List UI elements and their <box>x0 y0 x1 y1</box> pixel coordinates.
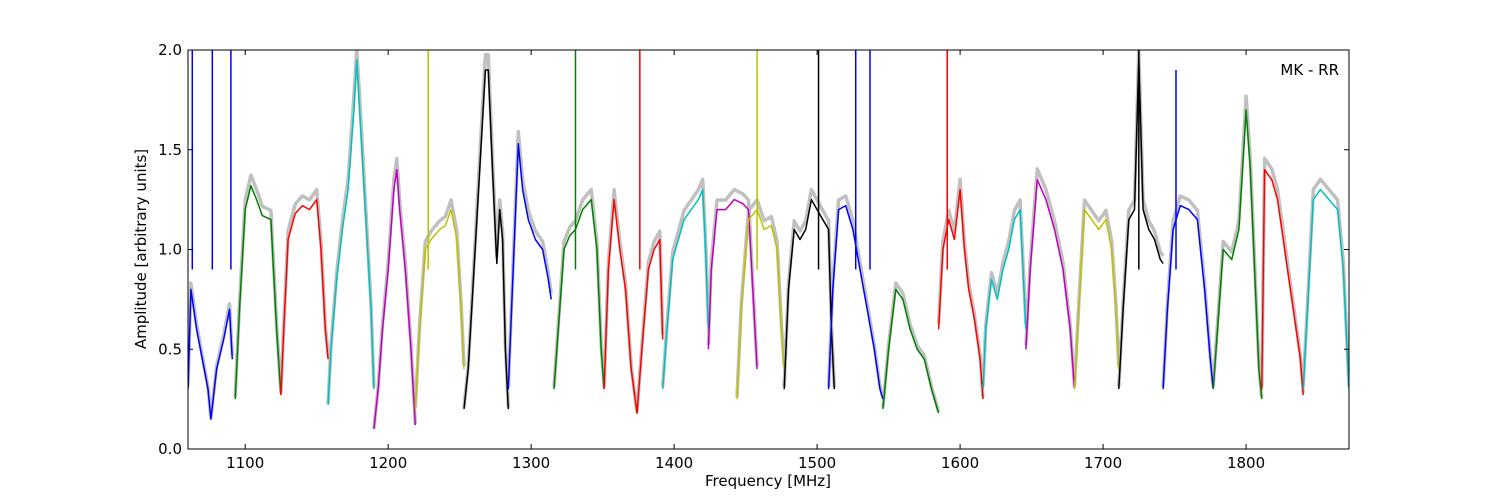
background-envelope-23 <box>1260 156 1305 394</box>
y-tick-label-1: 0.5 <box>158 340 182 358</box>
series-line-24 <box>1302 188 1349 390</box>
series-line-10 <box>661 188 710 390</box>
series-line-17 <box>982 208 1027 390</box>
series-line-16 <box>937 188 984 400</box>
series-line-15 <box>882 288 940 414</box>
background-envelope-18 <box>1024 167 1077 387</box>
series-line-11 <box>707 198 758 370</box>
y-axis: 0.0 0.5 1.0 1.5 2.0 <box>158 41 1349 458</box>
background-envelope-2 <box>279 187 330 394</box>
background-envelope-12 <box>735 198 786 398</box>
y-tick-label-0: 0.0 <box>158 440 182 458</box>
background-envelope-3 <box>326 50 376 404</box>
x-axis: 1100 1200 1300 1400 1500 1600 1700 1800 <box>226 50 1265 472</box>
series-line-2 <box>280 198 329 396</box>
series-line-8 <box>553 198 605 390</box>
background-envelope-15 <box>881 281 941 413</box>
y-tick-label-4: 2.0 <box>158 41 182 59</box>
series-line-9 <box>603 198 664 414</box>
background-envelope-16 <box>936 177 985 398</box>
series-line-20 <box>1118 59 1164 390</box>
background-envelope-24 <box>1301 177 1349 387</box>
x-tick-label-1: 1200 <box>369 454 407 472</box>
background-envelope-13 <box>782 187 837 387</box>
plot-frame <box>187 49 1350 450</box>
series-line-21 <box>1162 204 1214 390</box>
series-line-19 <box>1073 208 1120 390</box>
x-tick-label-2: 1300 <box>512 454 550 472</box>
x-axis-label: Frequency [MHz] <box>705 472 831 490</box>
background-envelope-layer <box>188 50 1349 429</box>
background-envelope-22 <box>1211 94 1264 398</box>
x-tick-label-5: 1600 <box>941 454 979 472</box>
x-tick-label-0: 1100 <box>226 454 264 472</box>
series-line-7 <box>507 143 552 390</box>
series-line-13 <box>783 198 836 390</box>
series-line-22 <box>1212 109 1263 400</box>
x-tick-label-3: 1400 <box>655 454 693 472</box>
series-line-4 <box>373 168 417 430</box>
chart-annotation: MK - RR <box>1280 61 1339 79</box>
series-line-23 <box>1261 168 1304 396</box>
series-line-1 <box>234 184 282 400</box>
series-layer <box>188 59 1349 430</box>
series-line-18 <box>1025 178 1076 390</box>
y-tick-label-3: 1.5 <box>158 141 182 159</box>
background-envelope-4 <box>372 156 418 429</box>
series-line-0 <box>188 288 234 420</box>
background-envelope-19 <box>1072 198 1121 387</box>
background-envelope-20 <box>1117 50 1165 387</box>
x-tick-label-6: 1700 <box>1084 454 1122 472</box>
background-envelope-10 <box>660 177 711 387</box>
x-tick-label-7: 1800 <box>1227 454 1265 472</box>
x-tick-label-4: 1500 <box>798 454 836 472</box>
y-tick-label-2: 1.0 <box>158 241 182 259</box>
y-axis-label: Amplitude [arbitrary units] <box>132 149 150 349</box>
background-envelope-21 <box>1161 194 1215 387</box>
series-line-5 <box>414 208 465 410</box>
series-line-6 <box>463 69 510 410</box>
series-line-3 <box>327 59 375 406</box>
series-line-12 <box>736 208 785 400</box>
background-envelope-0 <box>188 281 235 420</box>
spike-layer <box>191 50 1177 270</box>
background-envelope-5 <box>413 198 466 408</box>
